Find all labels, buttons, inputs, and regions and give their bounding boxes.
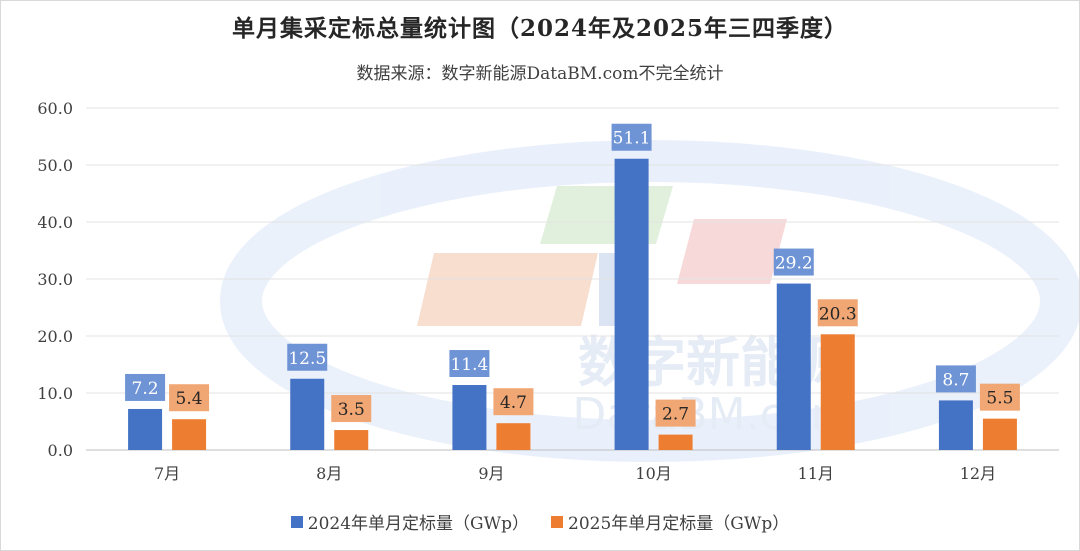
data-label-box bbox=[611, 123, 652, 151]
bar-2025 bbox=[496, 423, 531, 450]
bar-2025 bbox=[334, 430, 369, 450]
bar-2024 bbox=[452, 385, 487, 450]
data-label-box bbox=[449, 350, 490, 378]
legend: 2024年单月定标量（GWp） 2025年单月定标量（GWp） bbox=[1, 509, 1079, 534]
data-label: 4.7 bbox=[500, 393, 527, 413]
data-label: 12.5 bbox=[288, 349, 326, 369]
data-label-box bbox=[125, 373, 166, 401]
legend-swatch-2025 bbox=[551, 515, 563, 528]
data-label: 2.7 bbox=[662, 405, 689, 425]
gridlines bbox=[86, 107, 1059, 451]
y-tick-label: 60.0 bbox=[37, 99, 73, 118]
bar-2024 bbox=[128, 408, 163, 450]
data-label-box bbox=[287, 343, 328, 371]
y-tick-label: 0.0 bbox=[48, 441, 73, 460]
data-label: 29.2 bbox=[775, 254, 813, 274]
bar-2025 bbox=[982, 418, 1017, 450]
data-label: 11.4 bbox=[450, 355, 488, 375]
legend-label-2024: 2024年单月定标量（GWp） bbox=[307, 514, 529, 534]
bar-2024 bbox=[614, 158, 649, 451]
x-tick-label: 8月 bbox=[316, 464, 342, 483]
x-tick-label: 7月 bbox=[154, 464, 180, 483]
data-label: 5.5 bbox=[986, 389, 1013, 409]
x-tick-label: 12月 bbox=[960, 464, 996, 483]
bar-2025 bbox=[172, 419, 207, 450]
bar-2024 bbox=[290, 378, 325, 450]
y-tick-label: 20.0 bbox=[37, 327, 73, 346]
bar-2025 bbox=[658, 434, 693, 450]
bar-2024 bbox=[938, 400, 973, 450]
y-tick-label: 40.0 bbox=[37, 213, 73, 232]
watermark-green-panel bbox=[540, 186, 673, 244]
watermark-orange-panel bbox=[417, 253, 598, 326]
data-labels: 7.2 5.4 12.5 3.5 11.4 4.7 51.1 2.7 29.2 20.3 8.7 5.… bbox=[125, 123, 1020, 427]
x-tick-label: 10月 bbox=[635, 464, 671, 483]
data-label-box bbox=[773, 248, 814, 276]
data-label: 8.7 bbox=[942, 370, 969, 390]
data-label: 7.2 bbox=[132, 379, 159, 399]
data-label-box bbox=[979, 383, 1020, 411]
bar-2025 bbox=[820, 334, 855, 450]
data-label: 5.4 bbox=[176, 389, 203, 409]
data-label-box bbox=[655, 399, 696, 427]
axes: 0.0 10.0 20.0 30.0 40.0 50.0 60.0 7月 8月 9月 10月 11月 1… bbox=[37, 99, 996, 483]
bar-2024 bbox=[776, 283, 811, 450]
data-label-box bbox=[169, 384, 210, 412]
chart-title: 单月集采定标总量统计图（2024年及2025年三四季度） bbox=[231, 15, 849, 42]
y-tick-label: 10.0 bbox=[37, 384, 73, 403]
data-label: 20.3 bbox=[819, 304, 857, 324]
data-label: 3.5 bbox=[338, 400, 365, 420]
data-label: 51.1 bbox=[613, 129, 651, 149]
legend-label-2025: 2025年单月定标量（GWp） bbox=[568, 514, 790, 534]
chart-subtitle: 数据来源：数字新能源DataBM.com不完全统计 bbox=[356, 64, 724, 84]
data-label-box bbox=[817, 299, 858, 327]
y-tick-label: 50.0 bbox=[37, 156, 73, 175]
data-label-box bbox=[331, 395, 372, 423]
legend-swatch-2024 bbox=[290, 515, 303, 528]
watermark-red-panel bbox=[677, 219, 787, 284]
y-tick-label: 30.0 bbox=[37, 270, 73, 289]
bars bbox=[128, 158, 1017, 451]
watermark-swoosh bbox=[220, 140, 1079, 462]
legend-item-2024: 2024年单月定标量（GWp） bbox=[290, 509, 529, 534]
legend-item-2025: 2025年单月定标量（GWp） bbox=[551, 509, 789, 534]
x-tick-label: 11月 bbox=[798, 464, 834, 483]
data-label-box bbox=[935, 365, 976, 393]
x-tick-label: 9月 bbox=[478, 464, 504, 483]
data-label-box bbox=[493, 388, 534, 416]
